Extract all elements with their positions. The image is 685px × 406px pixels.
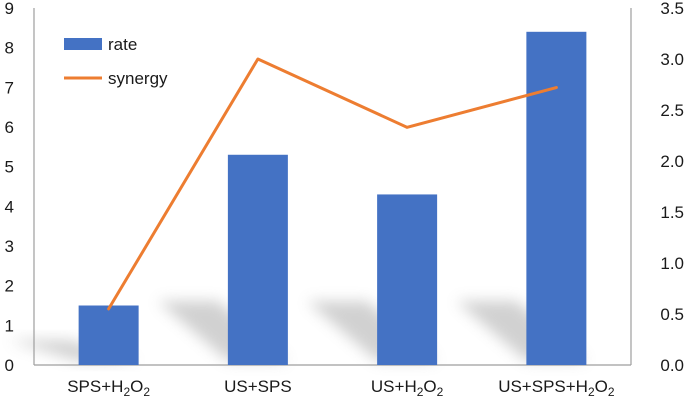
y-left-tick-label: 9 bbox=[5, 0, 14, 18]
y-left-tick-label: 3 bbox=[5, 237, 14, 256]
category-label: US+H2O2 bbox=[371, 377, 444, 399]
y-left-tick-label: 7 bbox=[5, 78, 14, 97]
y-left-tick-label: 5 bbox=[5, 158, 14, 177]
legend: rate synergy bbox=[64, 35, 168, 88]
category-label: US+SPS+H2O2 bbox=[498, 377, 615, 399]
y-right-tick-label: 3.0 bbox=[660, 50, 684, 69]
y-left-tick-label: 8 bbox=[5, 39, 14, 58]
y-left-tick-label: 2 bbox=[5, 277, 14, 296]
bar-rate bbox=[526, 32, 586, 365]
category-labels: SPS+H2O2 US+SPS US+H2O2 US+SPS+H2O2 bbox=[67, 377, 615, 399]
category-label: SPS+H2O2 bbox=[67, 377, 150, 399]
y-left-tick-label: 0 bbox=[5, 356, 14, 375]
synergy-line bbox=[109, 59, 557, 309]
y-right-tick-label: 2.0 bbox=[660, 152, 684, 171]
bar-rate bbox=[228, 155, 288, 365]
synergy-line-group bbox=[109, 59, 557, 309]
y-right-tick-label: 1.5 bbox=[660, 203, 684, 222]
y-left-tick-label: 4 bbox=[5, 197, 14, 216]
y-right-tick-label: 0.0 bbox=[660, 356, 684, 375]
legend-label-rate: rate bbox=[108, 35, 137, 54]
y-right-tick-label: 3.5 bbox=[660, 0, 684, 18]
category-label: US+SPS bbox=[224, 377, 292, 396]
legend-swatch-rate bbox=[64, 38, 102, 50]
legend-label-synergy: synergy bbox=[108, 69, 168, 88]
y-right-tick-label: 2.5 bbox=[660, 101, 684, 120]
y-right-tick-label: 1.0 bbox=[660, 254, 684, 273]
y-left-tick-label: 1 bbox=[5, 316, 14, 335]
y-left-tick-label: 6 bbox=[5, 118, 14, 137]
bar-rate bbox=[79, 306, 139, 366]
bar-rate bbox=[377, 194, 437, 365]
y-right-tick-label: 0.5 bbox=[660, 305, 684, 324]
